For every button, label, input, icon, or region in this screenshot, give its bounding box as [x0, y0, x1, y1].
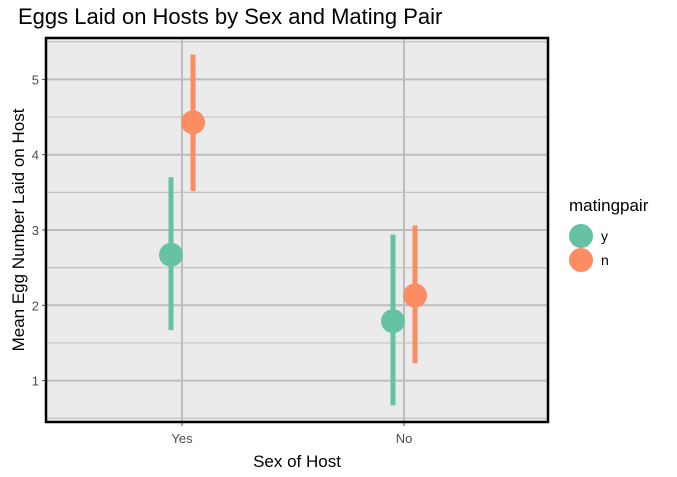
y-tick-label: 3: [32, 223, 39, 238]
legend-key: [569, 224, 593, 248]
legend-title: matingpair: [569, 196, 649, 215]
mean-point-n-yes: [181, 110, 205, 135]
mean-point-y-yes: [159, 242, 183, 267]
mean-point-y-no: [381, 309, 405, 334]
legend-item-n: n: [569, 248, 648, 272]
x-tick-label: Yes: [171, 431, 193, 446]
y-axis-title: Mean Egg Number Laid on Host: [9, 108, 28, 351]
panel-border: [44, 36, 550, 424]
legend-label: y: [601, 228, 608, 244]
legend-item-y: y: [569, 224, 648, 248]
legend-dot-icon: [569, 224, 593, 248]
mark-layer: [159, 54, 427, 406]
grid-layer: [46, 38, 548, 422]
y-tick-label: 4: [32, 148, 39, 163]
x-axis-title: Sex of Host: [253, 452, 341, 471]
axis-layer: 1 2 3 4 5 Yes No: [32, 72, 413, 446]
x-tick-label: No: [396, 431, 413, 446]
legend-key: [569, 248, 593, 272]
legend-dot-icon: [569, 248, 593, 272]
y-tick-label: 2: [32, 298, 39, 313]
y-tick-label: 5: [32, 72, 39, 87]
y-tick-label: 1: [32, 374, 39, 389]
mean-point-n-no: [403, 283, 427, 308]
legend-label: n: [601, 252, 609, 268]
chart-title: Eggs Laid on Hosts by Sex and Mating Pai…: [18, 4, 443, 29]
